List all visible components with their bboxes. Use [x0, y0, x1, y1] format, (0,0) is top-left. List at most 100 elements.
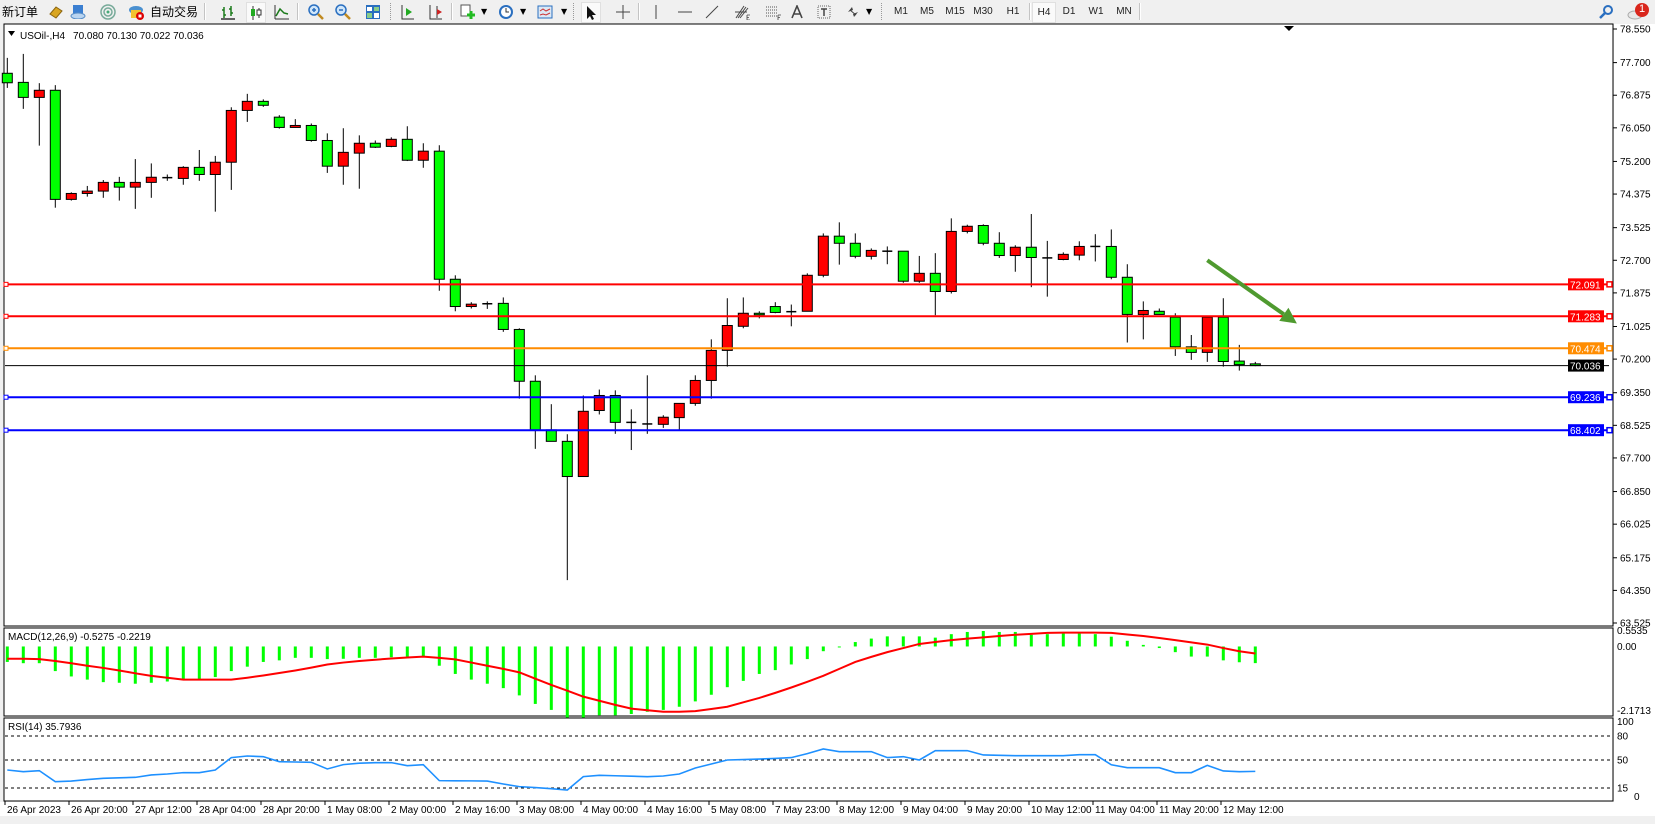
fibonacci-retracement-icon[interactable]	[763, 2, 783, 21]
rsi-axis-label: 100	[1617, 717, 1634, 728]
toolbar-grip[interactable]	[390, 3, 393, 20]
gold-bars-icon[interactable]	[47, 2, 65, 21]
price-line-handle-right	[1606, 345, 1613, 352]
periods-dropdown[interactable]: ▼	[520, 7, 527, 16]
price-tick-label: 75.200	[1620, 157, 1651, 168]
price-tick-label: 76.050	[1620, 123, 1651, 134]
candle	[961, 224, 973, 234]
candle	[673, 402, 685, 430]
candle	[882, 246, 893, 265]
periods-icon[interactable]	[497, 2, 515, 21]
macd-histogram-bar	[885, 636, 889, 647]
toolbar-grip[interactable]	[573, 3, 576, 20]
zoom-out-icon[interactable]	[334, 2, 352, 21]
candle-body	[417, 150, 429, 161]
macd-histogram-bar	[1237, 646, 1241, 663]
price-tick-label: 70.200	[1620, 355, 1651, 366]
chart-ohlc: 70.080 70.130 70.022 70.036	[73, 31, 204, 42]
timeframe-m5[interactable]: M5	[920, 6, 934, 17]
candle-body	[657, 416, 669, 425]
time-tick-label: 26 Apr 2023	[7, 805, 61, 816]
timeframe-m30[interactable]: M30	[973, 6, 993, 17]
timeframe-m15[interactable]: M15	[945, 6, 965, 17]
chart-window[interactable]: 78.550 77.700 76.875 76.050 75.200 74.375 73.5…	[0, 23, 1655, 824]
candle	[1137, 301, 1149, 340]
price-line-label: 70.474	[1570, 344, 1601, 355]
crosshair-icon[interactable]	[614, 2, 632, 21]
chart-menu-triangle-icon[interactable]	[8, 31, 15, 36]
trendline-icon[interactable]	[703, 2, 721, 21]
chart-shift-marker-icon[interactable]	[1284, 26, 1294, 31]
chart-shift-icon[interactable]	[426, 2, 444, 21]
timeframe-h4[interactable]: H4	[1032, 2, 1056, 23]
macd-histogram-bar	[1061, 633, 1065, 647]
macd-histogram-bar	[789, 646, 793, 665]
tile-windows-icon[interactable]	[364, 2, 382, 21]
macd-histogram-bar	[1141, 644, 1145, 647]
timeframe-d1[interactable]: D1	[1062, 6, 1076, 17]
templates-dropdown[interactable]: ▼	[561, 7, 568, 16]
text-label-icon[interactable]	[815, 2, 833, 21]
new-order-button[interactable]: 新订单	[1, 5, 38, 19]
toolbar-grip[interactable]	[881, 3, 884, 20]
indicators-icon[interactable]	[459, 2, 477, 21]
macd-histogram-bar	[613, 646, 617, 716]
candle-body	[673, 402, 685, 419]
candle-body	[49, 89, 61, 200]
autoscroll-icon[interactable]	[398, 2, 416, 21]
cursor-icon[interactable]	[581, 2, 601, 23]
zoom-in-icon[interactable]	[307, 2, 325, 21]
timeframe-m1[interactable]: M1	[894, 6, 908, 17]
price-line-handle-right	[1606, 393, 1613, 401]
candle	[833, 222, 845, 265]
timeframe-mn[interactable]: MN	[1116, 6, 1132, 17]
candle	[593, 389, 605, 415]
candle	[769, 302, 781, 314]
text-icon[interactable]	[788, 2, 806, 21]
macd-histogram-bar	[821, 646, 825, 652]
arrows-icon[interactable]	[844, 2, 862, 21]
indicators-dropdown[interactable]: ▼	[481, 7, 488, 16]
time-axis[interactable]	[0, 802, 1655, 816]
templates-icon[interactable]	[536, 2, 554, 21]
timeframe-h1[interactable]: H1	[1006, 6, 1020, 17]
bar-chart-icon[interactable]	[219, 2, 237, 21]
cloud-icon[interactable]	[69, 2, 87, 21]
candle	[257, 99, 269, 107]
time-tick-label: 3 May 08:00	[519, 805, 574, 816]
price-tick-label: 71.025	[1620, 322, 1651, 333]
candle	[177, 166, 189, 185]
candle-body	[225, 109, 237, 163]
price-tick-label: 71.875	[1620, 288, 1651, 299]
arrows-dropdown[interactable]: ▼	[866, 7, 873, 16]
candle-body	[1185, 346, 1197, 353]
annotation-arrow[interactable]	[1206, 258, 1297, 324]
macd-histogram-bar	[837, 646, 841, 648]
signal-icon[interactable]	[99, 2, 117, 21]
candle	[241, 93, 253, 122]
candle-body	[833, 235, 845, 244]
candle	[993, 232, 1005, 258]
line-chart-icon[interactable]	[273, 2, 291, 21]
search-icon[interactable]	[1597, 2, 1615, 21]
timeframe-w1[interactable]: W1	[1088, 6, 1104, 17]
time-tick-label: 8 May 12:00	[839, 805, 894, 816]
candle-body	[993, 242, 1005, 257]
candle-body	[977, 224, 989, 244]
notification-icon[interactable]: 1	[1626, 2, 1652, 21]
candle	[401, 126, 413, 162]
candlestick-icon[interactable]	[246, 2, 266, 23]
macd-panel[interactable]	[3, 627, 1614, 717]
price-panel[interactable]	[3, 23, 1614, 627]
horizontal-line-icon[interactable]	[676, 2, 694, 21]
candle-body	[513, 328, 525, 382]
price-axis[interactable]	[1614, 24, 1655, 802]
autotrading-icon[interactable]	[127, 2, 145, 21]
fibonacci-fan-icon[interactable]	[733, 2, 753, 21]
candle-body	[913, 272, 925, 282]
candle	[1009, 245, 1021, 272]
candle	[913, 255, 925, 283]
autotrading-button[interactable]: 自动交易	[149, 5, 198, 19]
vertical-line-icon[interactable]	[647, 2, 665, 21]
candle-body	[257, 100, 269, 106]
